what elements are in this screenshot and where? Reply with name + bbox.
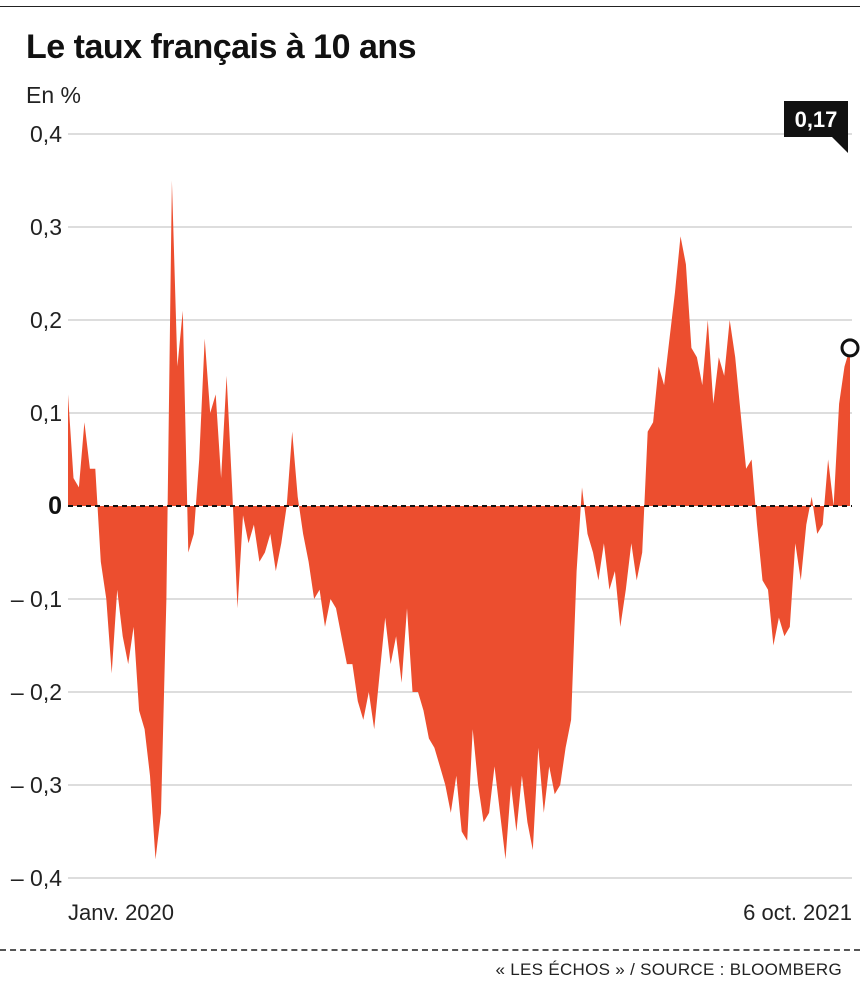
y-tick-label: 0,1 xyxy=(30,400,62,426)
top-rule xyxy=(0,6,860,7)
y-tick-label: – 0,2 xyxy=(11,679,62,705)
x-axis-start-label: Janv. 2020 xyxy=(68,900,174,925)
y-axis-unit-label: En % xyxy=(26,82,81,108)
y-axis-ticks: 0,4 0,3 0,2 0,1 0 – 0,1 – 0,2 – 0,3 – 0,4 xyxy=(11,121,62,891)
y-tick-label: 0 xyxy=(48,492,62,520)
chart-title: Le taux français à 10 ans xyxy=(26,28,417,66)
source-credit: « LES ÉCHOS » / SOURCE : BLOOMBERG xyxy=(495,960,842,979)
last-value-callout: 0,17 xyxy=(784,101,848,153)
chart-canvas: 0,4 0,3 0,2 0,1 0 – 0,1 – 0,2 – 0,3 – 0,4 0,17 J… xyxy=(11,101,860,925)
y-tick-label: 0,2 xyxy=(30,307,62,333)
last-value-marker xyxy=(840,338,860,358)
y-tick-label: – 0,4 xyxy=(11,865,62,891)
y-tick-label: – 0,3 xyxy=(11,772,62,798)
last-value-label: 0,17 xyxy=(795,107,838,132)
yield-area xyxy=(68,180,850,860)
bottom-rule xyxy=(0,949,860,951)
last-value-callout-box xyxy=(784,101,848,153)
x-axis-end-label: 6 oct. 2021 xyxy=(743,900,852,925)
y-tick-label: 0,4 xyxy=(30,121,62,147)
y-tick-label: 0,3 xyxy=(30,214,62,240)
y-tick-label: – 0,1 xyxy=(11,586,62,612)
